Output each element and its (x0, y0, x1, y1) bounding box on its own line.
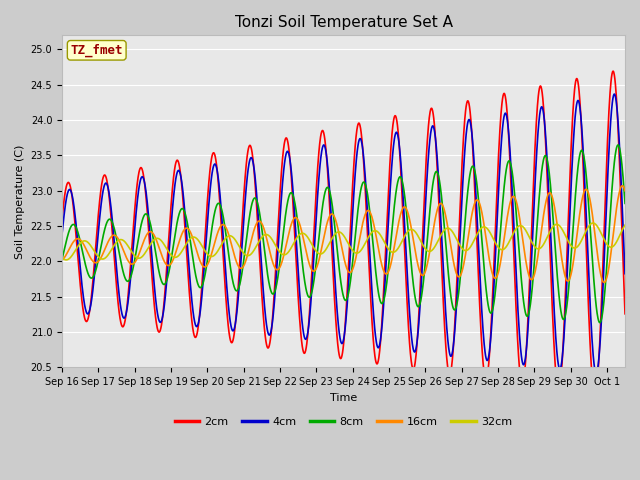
Line: 16cm: 16cm (62, 186, 625, 283)
32cm (605, 244, 613, 250)
16cm (605, 264, 612, 270)
2cm (605, 108, 612, 114)
16cm (332, 217, 340, 223)
16cm (621, 188, 629, 193)
8cm (621, 201, 629, 206)
2cm (332, 317, 340, 323)
4cm (611, 91, 618, 97)
32cm (605, 243, 612, 249)
32cm (87, 243, 95, 249)
4cm (87, 302, 95, 308)
8cm (614, 142, 622, 148)
4cm (58, 231, 66, 237)
Legend: 2cm, 4cm, 8cm, 16cm, 32cm: 2cm, 4cm, 8cm, 16cm, 32cm (170, 413, 517, 432)
32cm (58, 255, 66, 261)
32cm (332, 230, 340, 236)
Line: 2cm: 2cm (62, 71, 625, 396)
2cm (317, 132, 324, 138)
32cm (317, 251, 325, 257)
2cm (621, 311, 629, 317)
8cm (332, 233, 340, 239)
8cm (596, 320, 604, 325)
8cm (58, 256, 66, 262)
4cm (621, 271, 629, 276)
32cm (621, 222, 629, 228)
8cm (605, 231, 612, 237)
Line: 32cm: 32cm (62, 223, 625, 260)
16cm (317, 249, 324, 255)
Y-axis label: Soil Temperature (C): Soil Temperature (C) (15, 144, 25, 259)
X-axis label: Time: Time (330, 393, 357, 403)
2cm (609, 68, 617, 74)
2cm (58, 216, 66, 222)
8cm (87, 275, 95, 281)
16cm (605, 266, 612, 272)
2cm (591, 393, 598, 398)
4cm (605, 148, 612, 154)
2cm (605, 113, 612, 119)
16cm (502, 228, 509, 233)
8cm (502, 173, 509, 179)
4cm (317, 155, 324, 160)
16cm (58, 257, 66, 263)
16cm (600, 280, 608, 286)
4cm (502, 110, 509, 116)
4cm (593, 370, 600, 376)
32cm (63, 257, 70, 263)
Line: 4cm: 4cm (62, 94, 625, 373)
2cm (502, 94, 509, 99)
4cm (332, 289, 340, 295)
Text: TZ_fmet: TZ_fmet (70, 44, 123, 57)
8cm (605, 235, 612, 241)
2cm (87, 300, 95, 305)
16cm (87, 255, 95, 261)
4cm (605, 154, 612, 159)
Line: 8cm: 8cm (62, 145, 625, 323)
8cm (317, 217, 324, 223)
Title: Tonzi Soil Temperature Set A: Tonzi Soil Temperature Set A (234, 15, 452, 30)
16cm (619, 183, 627, 189)
32cm (589, 220, 596, 226)
32cm (502, 245, 509, 251)
